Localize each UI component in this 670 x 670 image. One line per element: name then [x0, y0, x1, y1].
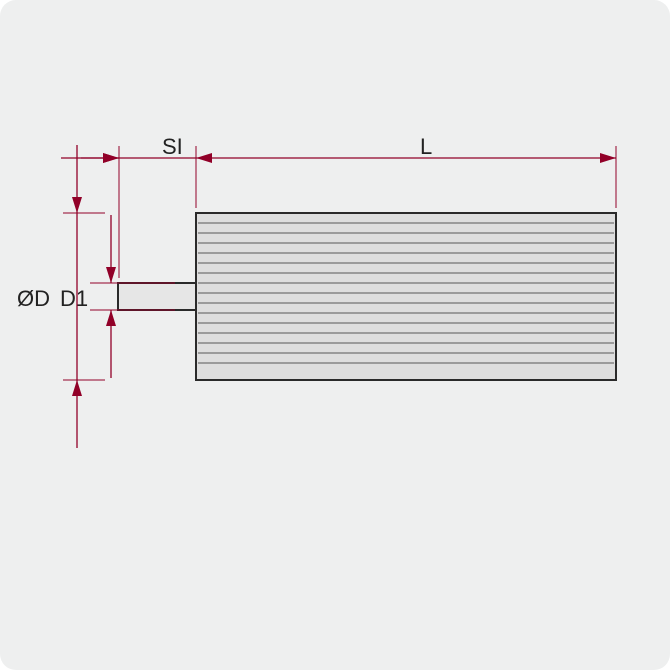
- label-SI: SI: [162, 134, 183, 160]
- label-D1: D1: [60, 286, 88, 312]
- diagram-canvas: SI L ØD D1: [0, 0, 670, 670]
- label-D: ØD: [17, 286, 50, 312]
- label-L: L: [420, 134, 432, 160]
- technical-drawing: [0, 0, 670, 670]
